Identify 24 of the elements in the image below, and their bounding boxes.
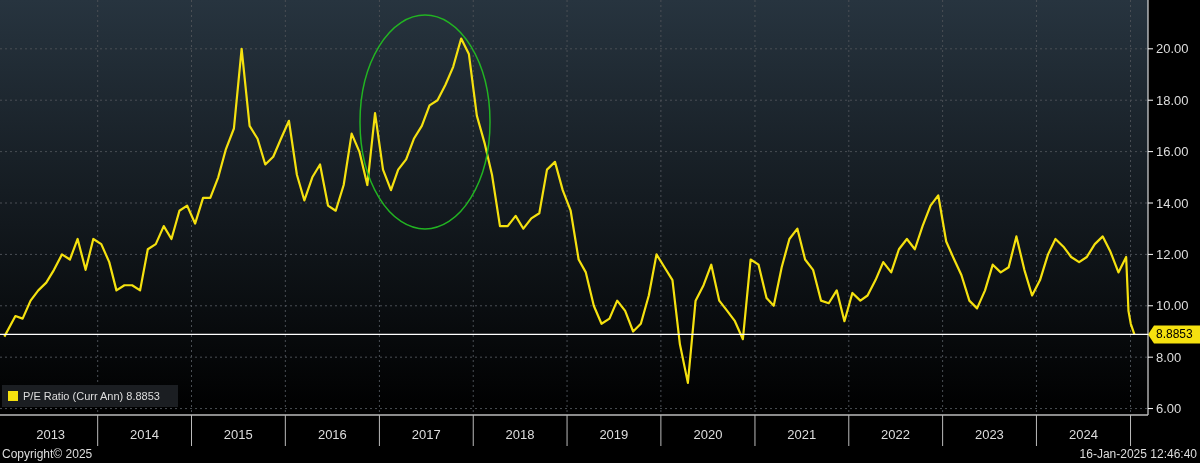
x-tick-label: 2013 bbox=[36, 427, 66, 442]
x-tick-label: 2017 bbox=[411, 427, 441, 442]
text: 16-Jan-2025 12:46:40 bbox=[1079, 447, 1198, 461]
y-tick-label: 18.00 bbox=[1156, 92, 1189, 108]
y-tick-label: 8.00 bbox=[1156, 349, 1182, 365]
y-tick-label: 10.00 bbox=[1156, 298, 1189, 314]
y-tick-label: 16.00 bbox=[1156, 144, 1189, 160]
legend-label: P/E Ratio (Curr Ann) 8.8853 bbox=[23, 390, 160, 402]
text: Copyright© 2025 bbox=[2, 447, 93, 461]
x-tick-label: 2024 bbox=[1069, 427, 1098, 442]
x-tick-label: 2014 bbox=[130, 427, 159, 442]
y-tick-label: 12.00 bbox=[1156, 246, 1189, 262]
y-tick-label: 6.00 bbox=[1156, 401, 1182, 417]
ref-line-label: 8.8853 bbox=[1156, 327, 1194, 342]
x-tick-label: 2019 bbox=[599, 427, 629, 442]
x-tick-label: 2018 bbox=[505, 427, 535, 442]
x-tick-label: 2023 bbox=[974, 427, 1004, 442]
y-tick-label: 14.00 bbox=[1156, 195, 1189, 211]
x-tick-label: 2016 bbox=[317, 427, 347, 442]
x-tick-label: 2022 bbox=[881, 427, 911, 442]
x-tick-label: 2021 bbox=[787, 427, 817, 442]
x-tick-label: 2015 bbox=[223, 427, 253, 442]
x-tick-label: 2020 bbox=[693, 427, 723, 442]
y-tick-label: 20.00 bbox=[1156, 41, 1189, 57]
